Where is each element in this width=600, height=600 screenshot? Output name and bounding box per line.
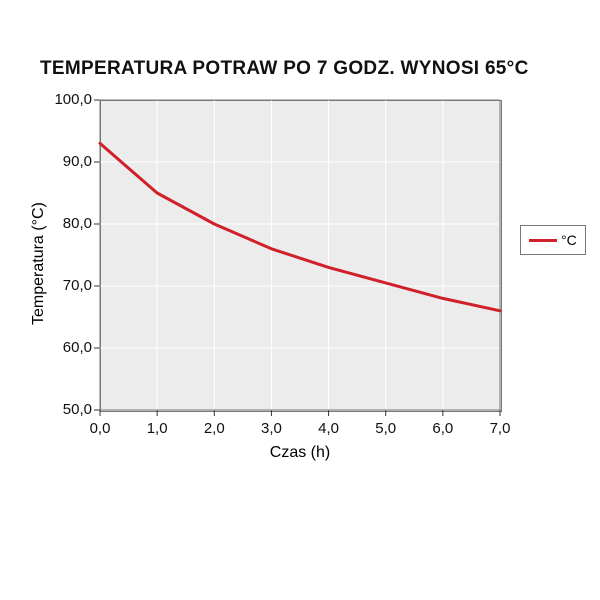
y-tick-label: 80,0 [42, 215, 92, 232]
y-tick-label: 90,0 [42, 153, 92, 170]
legend-swatch-icon [529, 239, 557, 242]
x-tick-label: 1,0 [137, 420, 177, 437]
y-tick-label: 60,0 [42, 339, 92, 356]
x-tick-label: 2,0 [194, 420, 234, 437]
y-tick-label: 100,0 [42, 91, 92, 108]
x-tick-label: 4,0 [309, 420, 349, 437]
x-tick-label: 6,0 [423, 420, 463, 437]
x-axis-label: Czas (h) [260, 444, 340, 462]
legend: °C [520, 225, 586, 255]
y-tick-label: 70,0 [42, 277, 92, 294]
chart-container: TEMPERATURA POTRAW PO 7 GODZ. WYNOSI 65°… [0, 0, 600, 600]
x-tick-label: 0,0 [80, 420, 120, 437]
series-layer [0, 0, 600, 600]
x-tick-label: 3,0 [251, 420, 291, 437]
y-tick-label: 50,0 [42, 401, 92, 418]
y-axis-label: Temperatura (°C) [30, 202, 48, 325]
x-tick-label: 7,0 [480, 420, 520, 437]
x-tick-label: 5,0 [366, 420, 406, 437]
legend-label: °C [561, 232, 577, 248]
